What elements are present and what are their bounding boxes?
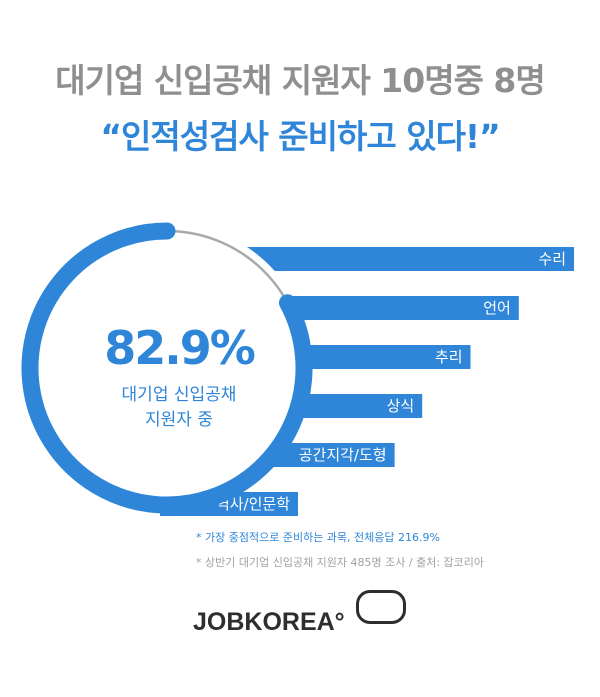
ring-background bbox=[22, 223, 312, 513]
bar-label-1: 수리 bbox=[538, 250, 566, 268]
center-value: 82.9% bbox=[104, 321, 254, 375]
page-subtitle: “인적성검사 준비하고 있다!” bbox=[100, 117, 500, 156]
jobkorea-logo: JOBKOREA° bbox=[193, 608, 345, 636]
note-source: * 상반기 대기업 신입공채 지원자 485명 조사 / 출처: 잡코리아 bbox=[196, 556, 485, 569]
bar-label-2: 언어 bbox=[483, 299, 511, 317]
ring-progress-arc bbox=[21, 222, 313, 514]
page-title: 대기업 신입공채 지원자 10명중 8명 bbox=[55, 61, 546, 100]
bar-label-5: 공간지각/도형 bbox=[299, 446, 387, 464]
bar-label-4: 상식 bbox=[387, 397, 415, 415]
bar-label-3: 추리 bbox=[435, 348, 463, 366]
note-total-response: * 가장 중점적으로 준비하는 과목, 전체응답 216.9% bbox=[196, 531, 440, 544]
center-label-line1: 대기업 신입공채 bbox=[122, 385, 237, 405]
bar-label-6: 역사/인문학 bbox=[216, 495, 290, 513]
center-label-line2: 지원자 중 bbox=[145, 410, 213, 430]
logo-mark-icon bbox=[356, 590, 406, 624]
